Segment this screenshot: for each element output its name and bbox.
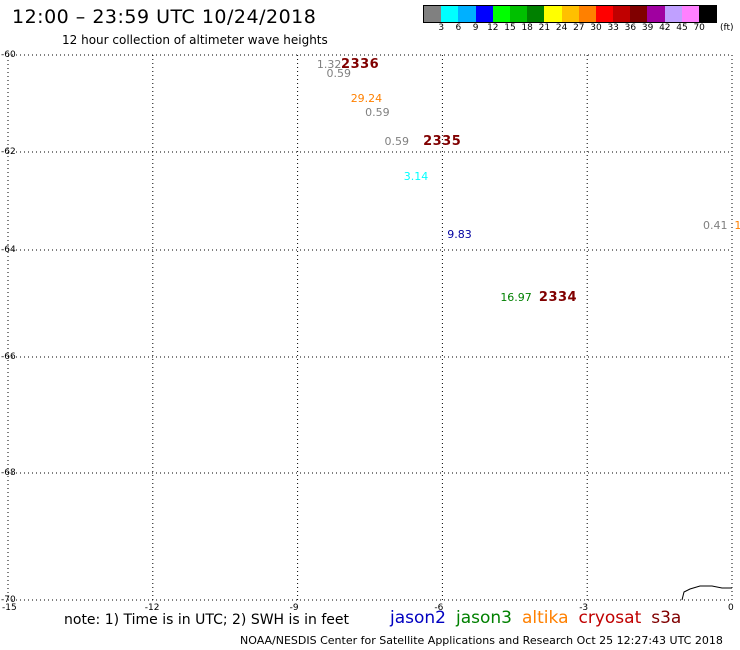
map-subtitle: 12 hour collection of altimeter wave hei… [62,33,328,47]
pass-time-label: 2336 [341,56,380,72]
color-scale-tick-label: 6 [455,23,462,33]
color-scale-tick-label: 70 [693,23,705,33]
color-scale-swatch [630,6,648,22]
color-scale-swatch [613,6,631,22]
latitude-label: -60 [1,50,16,60]
longitude-label: -9 [289,603,299,613]
longitude-label: 0 [728,603,734,613]
color-scale-tick-label: 42 [659,23,671,33]
latitude-label: -68 [1,468,16,478]
latitude-label: -66 [1,352,16,362]
color-scale-swatch [647,6,665,22]
color-scale-swatch [475,6,493,22]
pass-time-label: 2334 [538,290,578,306]
longitude-label: -15 [2,603,17,613]
legend-entry-s3a: s3a [651,608,682,628]
color-scale-tick-label: 18 [521,23,533,33]
legend-entry-jason2: jason2 [390,608,446,628]
wave-height-value: 0.59 [326,67,352,81]
color-scale-tick-label: 39 [641,23,654,33]
legend-entry-altika: altika [522,608,569,628]
longitude-label: -3 [579,603,589,613]
map-title: 12:00 – 23:59 UTC 10/24/2018 [12,6,317,28]
color-scale-tick-label: 9 [472,23,479,33]
color-scale-swatch [561,6,579,22]
color-scale-swatch [527,6,545,22]
color-scale-tick-label: 30 [590,23,602,33]
color-scale-swatch [578,6,596,22]
pass-time-label: 2335 [423,134,462,150]
color-scale-swatch [458,6,476,22]
color-scale-swatch [544,6,562,22]
color-scale-swatch [595,6,614,22]
color-scale-tick-label: 24 [555,23,568,33]
coastline [681,585,732,601]
color-scale-tick-label: 21 [538,23,551,33]
latitude-label: -64 [1,245,16,255]
color-scale-tick-label: 45 [676,23,688,33]
wave-height-value: 16.97 [500,291,532,305]
wave-height-value: 0.41 [703,218,728,232]
wave-height-value: 3.14 [403,169,429,183]
units-note: note: 1) Time is in UTC; 2) SWH is in fe… [64,612,350,628]
color-scale-swatch [681,6,699,22]
color-scale-swatch [424,6,442,22]
legend-entry-cryosat: cryosat [578,608,642,628]
wave-height-value: 1 [734,218,740,232]
color-scale-tick-label: 12 [487,23,499,33]
wave-height-value: 29.24 [350,91,383,105]
color-scale-tick-label: 33 [607,23,619,33]
color-scale-swatch [441,6,459,22]
latitude-label: -70 [1,595,16,605]
color-scale-unit: (ft) [720,23,734,33]
credit-line: NOAA/NESDIS Center for Satellite Applica… [240,634,723,647]
color-scale-tick-label: 36 [624,23,637,33]
longitude-label: -12 [144,603,160,613]
color-scale-tick-label: 3 [438,23,445,33]
color-scale-swatch [492,6,510,22]
satellite-legend: jason2 jason3 altika cryosat s3a [390,608,691,628]
color-scale-bar [423,5,718,23]
color-scale-tick-label: 27 [573,23,585,33]
color-scale-swatch [664,6,682,22]
legend-entry-jason3: jason3 [456,608,512,628]
latitude-label: -62 [1,147,16,157]
color-scale-swatch [699,6,717,22]
wave-height-value: 9.83 [447,228,472,242]
color-scale-swatch [509,6,528,22]
color-scale-tick-label: 15 [504,23,516,33]
longitude-label: -6 [434,603,444,613]
map-frame [7,54,733,601]
wave-height-value: 0.59 [365,106,390,120]
wave-height-value: 1.32 [316,57,342,71]
wave-height-value: 0.59 [384,135,409,149]
